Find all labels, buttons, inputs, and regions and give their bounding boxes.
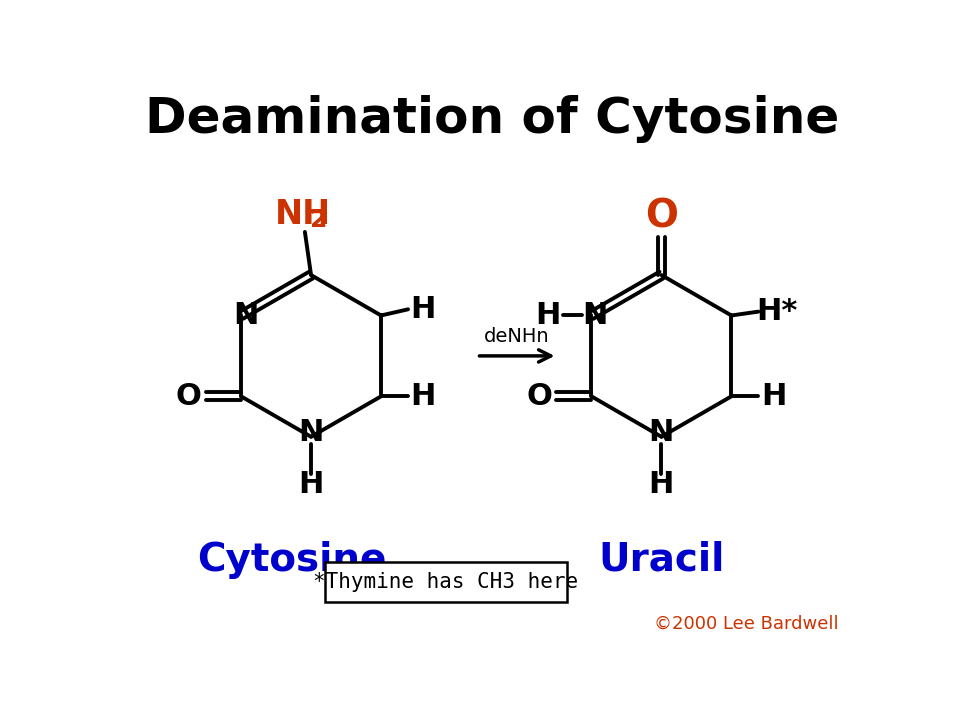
- Text: Deamination of Cytosine: Deamination of Cytosine: [145, 95, 839, 143]
- Text: H: H: [535, 301, 561, 330]
- Text: NH: NH: [276, 199, 331, 232]
- Text: N: N: [583, 301, 608, 330]
- FancyBboxPatch shape: [324, 562, 566, 603]
- Text: O: O: [526, 382, 552, 411]
- Text: H: H: [299, 470, 324, 499]
- Text: O: O: [645, 197, 678, 235]
- Text: *Thymine has CH3 here: *Thymine has CH3 here: [313, 572, 578, 593]
- Text: H: H: [411, 294, 436, 324]
- Text: N: N: [233, 301, 258, 330]
- Text: O: O: [176, 382, 202, 411]
- Text: H: H: [649, 470, 674, 499]
- Text: Cytosine: Cytosine: [197, 541, 387, 579]
- Text: Uracil: Uracil: [598, 541, 725, 579]
- Text: H: H: [761, 382, 786, 411]
- Text: deNHn: deNHn: [484, 327, 549, 346]
- Text: N: N: [299, 418, 324, 447]
- Text: ©2000 Lee Bardwell: ©2000 Lee Bardwell: [654, 615, 838, 633]
- Text: H: H: [411, 382, 436, 411]
- Text: 2: 2: [310, 207, 327, 232]
- Text: N: N: [649, 418, 674, 447]
- Text: H*: H*: [756, 297, 798, 326]
